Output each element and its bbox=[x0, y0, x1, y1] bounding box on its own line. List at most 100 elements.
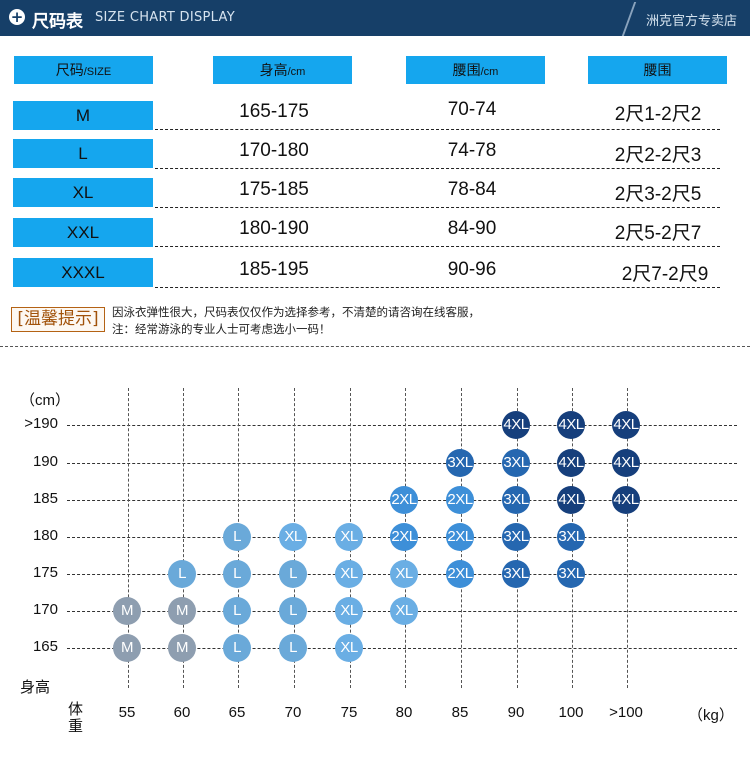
x-tick-label: 100 bbox=[558, 704, 584, 721]
header-waist-cm: 腰围/cm bbox=[406, 56, 545, 84]
size-cell: XXXL bbox=[13, 258, 153, 287]
size-cell: M bbox=[13, 101, 153, 130]
waist-cm-cell: 74-78 bbox=[447, 140, 497, 161]
size-marker: XL bbox=[279, 523, 307, 551]
x-axis-unit: （kg） bbox=[688, 707, 734, 724]
size-marker: XL bbox=[335, 634, 363, 662]
size-marker: L bbox=[223, 560, 251, 588]
size-marker: XL bbox=[335, 560, 363, 588]
size-marker: 4XL bbox=[612, 486, 640, 514]
size-marker: XL bbox=[335, 597, 363, 625]
size-marker: L bbox=[223, 523, 251, 551]
waist-chi-cell: 2尺3-2尺5 bbox=[614, 184, 702, 205]
store-name: 洲克官方专卖店 bbox=[646, 14, 738, 29]
x-axis-label-1: 体 bbox=[68, 701, 84, 718]
grid-vline bbox=[128, 388, 129, 688]
height-cell: 175-185 bbox=[239, 179, 309, 200]
tip-text-line2: 注：经常游泳的专业人士可考虑选小一码！ bbox=[112, 322, 331, 336]
x-tick-label: 65 bbox=[228, 704, 246, 721]
size-cell: L bbox=[13, 139, 153, 168]
size-marker: L bbox=[168, 560, 196, 588]
size-marker: 3XL bbox=[502, 449, 530, 477]
size-marker: M bbox=[168, 634, 196, 662]
row-divider bbox=[155, 207, 720, 208]
y-tick-label: >190 bbox=[24, 415, 58, 432]
waist-chi-cell: 2尺2-2尺3 bbox=[614, 145, 702, 166]
grid-vline bbox=[183, 388, 184, 688]
size-marker: XL bbox=[390, 560, 418, 588]
x-tick-label: 70 bbox=[284, 704, 302, 721]
grid-vline bbox=[627, 388, 628, 688]
grid-hline bbox=[67, 463, 737, 464]
size-marker: 4XL bbox=[557, 411, 585, 439]
x-tick-label: >100 bbox=[609, 704, 643, 721]
tip-text-line1: 因泳衣弹性很大，尺码表仅仅作为选择参考，不清楚的请咨询在线客服， bbox=[112, 305, 480, 319]
y-tick-label: 170 bbox=[32, 601, 58, 618]
waist-cm-cell: 78-84 bbox=[447, 179, 497, 200]
size-marker: L bbox=[279, 560, 307, 588]
size-marker: 4XL bbox=[612, 411, 640, 439]
size-marker: L bbox=[223, 597, 251, 625]
divider-slash bbox=[621, 2, 637, 36]
size-marker: M bbox=[113, 597, 141, 625]
header-height: 身高/cm bbox=[213, 56, 352, 84]
size-marker: 2XL bbox=[446, 523, 474, 551]
row-divider bbox=[155, 287, 720, 288]
size-marker: 4XL bbox=[557, 486, 585, 514]
x-axis-label-2: 重 bbox=[68, 718, 84, 735]
header-size: 尺码/SIZE bbox=[14, 56, 153, 84]
x-tick-label: 80 bbox=[395, 704, 413, 721]
x-tick-label: 90 bbox=[507, 704, 525, 721]
page-subtitle: SIZE CHART DISPLAY bbox=[95, 10, 235, 25]
height-cell: 180-190 bbox=[239, 218, 309, 239]
header-bar: + 尺码表 SIZE CHART DISPLAY 洲克官方专卖店 bbox=[0, 0, 750, 36]
x-tick-label: 75 bbox=[340, 704, 358, 721]
waist-chi-cell: 2尺5-2尺7 bbox=[614, 223, 702, 244]
y-tick-label: 190 bbox=[32, 453, 58, 470]
size-marker: 2XL bbox=[446, 486, 474, 514]
y-tick-label: 180 bbox=[32, 527, 58, 544]
size-marker: L bbox=[279, 597, 307, 625]
size-marker: XL bbox=[335, 523, 363, 551]
size-marker: 2XL bbox=[390, 523, 418, 551]
y-axis-unit: （cm） bbox=[20, 392, 70, 409]
waist-chi-cell: 2尺1-2尺2 bbox=[614, 104, 702, 125]
y-tick-label: 175 bbox=[32, 564, 58, 581]
size-marker: 3XL bbox=[502, 523, 530, 551]
x-tick-label: 55 bbox=[118, 704, 136, 721]
height-cell: 165-175 bbox=[239, 101, 309, 122]
size-marker: L bbox=[223, 634, 251, 662]
size-marker: 3XL bbox=[502, 560, 530, 588]
header-waist-chi: 腰围 bbox=[588, 56, 727, 84]
size-marker: 3XL bbox=[502, 486, 530, 514]
size-marker: 2XL bbox=[446, 560, 474, 588]
size-marker: L bbox=[279, 634, 307, 662]
row-divider bbox=[155, 129, 720, 130]
size-marker: M bbox=[113, 634, 141, 662]
plus-icon: + bbox=[9, 8, 25, 26]
section-divider bbox=[0, 346, 750, 347]
y-tick-label: 185 bbox=[32, 490, 58, 507]
x-tick-label: 85 bbox=[451, 704, 469, 721]
waist-cm-cell: 70-74 bbox=[447, 99, 497, 120]
size-marker: 4XL bbox=[557, 449, 585, 477]
size-marker: 4XL bbox=[502, 411, 530, 439]
grid-hline bbox=[67, 648, 737, 649]
height-cell: 170-180 bbox=[239, 140, 309, 161]
row-divider bbox=[155, 168, 720, 169]
tip-label: [温馨提示] bbox=[11, 307, 105, 332]
size-cell: XL bbox=[13, 178, 153, 207]
size-marker: M bbox=[168, 597, 196, 625]
size-marker: 4XL bbox=[612, 449, 640, 477]
size-cell: XXL bbox=[13, 218, 153, 247]
waist-cm-cell: 84-90 bbox=[447, 218, 497, 239]
size-marker: 2XL bbox=[390, 486, 418, 514]
row-divider bbox=[155, 246, 720, 247]
waist-cm-cell: 90-96 bbox=[447, 259, 497, 280]
y-tick-label: 165 bbox=[32, 638, 58, 655]
grid-hline bbox=[67, 425, 737, 426]
size-marker: 3XL bbox=[446, 449, 474, 477]
size-marker: 3XL bbox=[557, 523, 585, 551]
size-marker: XL bbox=[390, 597, 418, 625]
x-tick-label: 60 bbox=[173, 704, 191, 721]
